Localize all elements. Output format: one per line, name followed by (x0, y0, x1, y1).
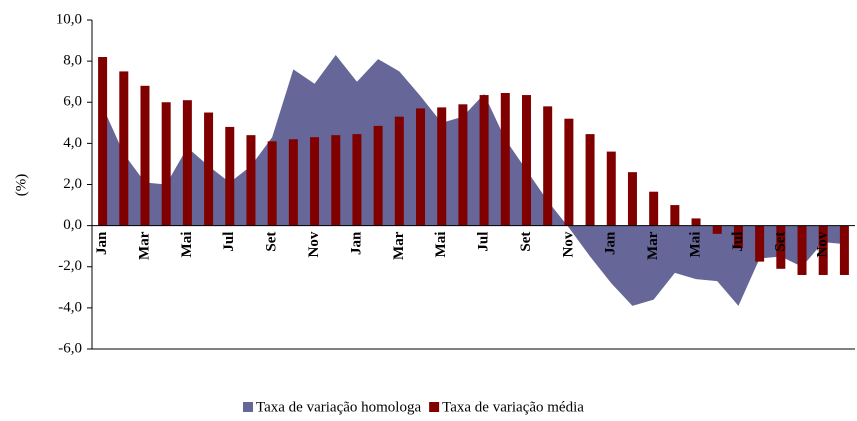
bar (564, 118, 574, 226)
bar (246, 135, 256, 226)
bar (225, 126, 235, 226)
bar (288, 139, 298, 226)
y-tick-label: -2,0 (58, 258, 82, 274)
x-tick-label: Mar (391, 231, 407, 260)
x-tick-label: Jul (730, 232, 746, 252)
bar (691, 218, 701, 226)
bar (755, 225, 765, 262)
area (102, 54, 845, 306)
bar (839, 225, 849, 275)
x-tick-label: Mai (433, 232, 449, 258)
bar (712, 225, 722, 234)
bar (585, 134, 595, 226)
y-tick-label: -6,0 (58, 340, 82, 356)
bar (98, 57, 108, 226)
bar (119, 71, 129, 226)
bar (649, 191, 659, 226)
x-tick-label: Jan (94, 231, 110, 255)
y-axis-label: (%) (13, 174, 29, 197)
bar (331, 135, 341, 226)
x-tick-label: Jul (221, 232, 237, 252)
bar (521, 95, 531, 226)
x-tick-label: Set (772, 232, 788, 252)
y-tick-label: 2,0 (63, 176, 82, 192)
bar (543, 106, 553, 226)
legend-swatch (429, 402, 440, 412)
bar (627, 172, 637, 226)
x-tick-label: Nov (560, 231, 576, 257)
bar (373, 125, 383, 226)
bar (670, 205, 680, 226)
bar (479, 95, 489, 226)
bar (267, 141, 277, 226)
y-tick-label: -4,0 (58, 299, 82, 315)
x-tick-label: Jul (476, 232, 492, 252)
legend-swatch (243, 402, 253, 412)
x-tick-label: Mai (687, 232, 703, 258)
bar (310, 137, 320, 226)
x-tick-label: Set (518, 232, 534, 252)
bar (394, 116, 404, 226)
bar (204, 112, 214, 226)
x-tick-label: Mai (179, 232, 195, 258)
bar (458, 104, 468, 226)
y-tick-label: 4,0 (63, 135, 82, 151)
bar (818, 225, 828, 275)
y-tick-label: 8,0 (63, 53, 82, 69)
bar (140, 85, 150, 226)
x-tick-label: Mar (645, 231, 661, 260)
bar (161, 102, 171, 226)
y-tick-label: 10,0 (56, 11, 82, 27)
bar (606, 151, 616, 226)
bar (776, 225, 786, 269)
x-tick-label: Jan (348, 231, 364, 255)
bar (733, 225, 743, 249)
bar (416, 108, 426, 226)
x-tick-label: Mar (136, 231, 152, 260)
bar (182, 100, 192, 226)
x-tick-label: Jan (603, 231, 619, 255)
x-tick-label: Set (264, 232, 280, 252)
y-tick-label: 6,0 (63, 94, 82, 110)
bar (352, 134, 362, 226)
x-tick-label: Nov (815, 231, 831, 257)
legend-label: Taxa de variação média (442, 399, 584, 415)
bar (797, 225, 807, 275)
bar (500, 92, 510, 226)
legend-label: Taxa de variação homologa (256, 399, 421, 415)
bar (437, 107, 447, 226)
x-tick-label: Nov (306, 231, 322, 257)
y-tick-label: 0,0 (63, 217, 82, 233)
